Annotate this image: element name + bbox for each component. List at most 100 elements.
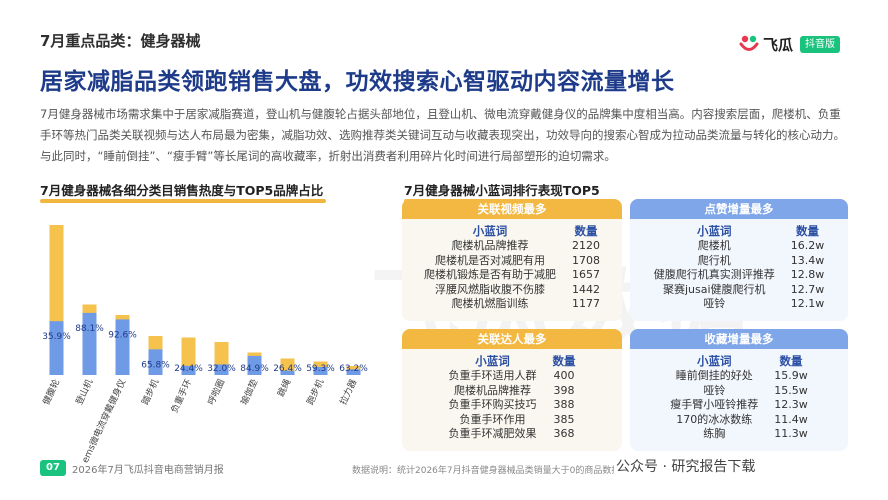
share-data-label: 65.8% xyxy=(141,360,170,370)
count-cell: 400 xyxy=(545,369,584,384)
count-cell: 15.5w xyxy=(766,384,816,399)
panel-header: 关联视频最多 xyxy=(402,199,622,219)
page-number: 07 xyxy=(40,460,66,476)
panel-related-videos: 关联视频最多 小蓝词 数量 爬楼机品牌推荐 2120 爬楼机是否对减肥有用 1708… xyxy=(402,199,622,321)
keyword-cell: 睡前倒挂的好处 xyxy=(662,369,766,384)
top5-share-bar xyxy=(50,321,64,375)
count-cell: 12.1w xyxy=(783,297,833,312)
keyword-cell: 爬楼机品牌推荐 xyxy=(416,239,564,254)
category-tick-label: 呼啦圈 xyxy=(205,377,227,407)
table-row: 瘦手臂小哑铃推荐 12.3w xyxy=(662,398,816,413)
count-cell: 1708 xyxy=(564,254,608,269)
table-row: 爬楼机燃脂训练 1177 xyxy=(416,297,608,312)
category-tick-label: 负重手环 xyxy=(168,377,194,415)
keyword-cell: 健腹爬行机真实测评推荐 xyxy=(646,268,783,283)
count-cell: 385 xyxy=(545,413,584,428)
table-row: 健腹爬行机真实测评推荐 12.8w xyxy=(646,268,833,283)
sales-heat-bar-chart: 35.9%健腹轮88.1%登山机92.6%ems微电流穿戴健身仪65.8%踏步机… xyxy=(30,215,376,450)
source-credit: 公众号 · 研究报告下载 xyxy=(616,456,755,476)
panel-header: 收藏增量最多 xyxy=(630,329,848,349)
share-data-label: 35.9% xyxy=(42,332,71,342)
col-count: 数量 xyxy=(564,223,608,239)
report-name: 2026年7月飞瓜抖音电商营销月报 xyxy=(72,461,224,476)
count-cell: 388 xyxy=(545,398,584,413)
table-row: 爬行机 13.4w xyxy=(646,254,833,269)
summary-paragraph: 7月健身器械市场需求集中于居家减脂赛道，登山机与健腹轮占据头部地位，且登山机、微… xyxy=(40,104,852,167)
table-row: 爬楼机是否对减肥有用 1708 xyxy=(416,254,608,269)
count-cell: 1442 xyxy=(564,283,608,298)
count-cell: 12.8w xyxy=(783,268,833,283)
table-row: 负重手环适用人群 400 xyxy=(441,369,584,384)
count-cell: 2120 xyxy=(564,239,608,254)
count-cell: 11.4w xyxy=(766,413,816,428)
count-cell: 11.3w xyxy=(766,427,816,442)
keyword-cell: 爬行机 xyxy=(646,254,783,269)
table-row: 爬楼机 16.2w xyxy=(646,239,833,254)
share-data-label: 84.9% xyxy=(240,364,269,374)
table-row: 爬楼机锻炼是否有助于减肥 1657 xyxy=(416,268,608,283)
keyword-cell: 浮腰风燃脂收腹不伤膝 xyxy=(416,283,564,298)
keyword-cell: 170的冰冰数练 xyxy=(662,413,766,428)
count-cell: 15.9w xyxy=(766,369,816,384)
share-data-label: 32.0% xyxy=(207,364,236,374)
category-tick-label: 健腹轮 xyxy=(40,377,62,407)
data-note: 数据说明：统计2026年7月抖音健身器械品类销量大于0的商品数据，统计周期202… xyxy=(352,463,614,476)
keyword-cell: 爬楼机是否对减肥有用 xyxy=(416,254,564,269)
count-cell: 398 xyxy=(545,384,584,399)
share-data-label: 24.4% xyxy=(174,364,203,374)
count-cell: 12.7w xyxy=(783,283,833,298)
keyword-cell: 瘦手臂小哑铃推荐 xyxy=(662,398,766,413)
keywords-section-title: 7月健身器械小蓝词排行表现TOP5 xyxy=(404,180,600,199)
keyword-cell: 负重手环购买技巧 xyxy=(441,398,545,413)
table-row: 浮腰风燃脂收腹不伤膝 1442 xyxy=(416,283,608,298)
brand-chip: 抖音版 xyxy=(800,36,840,53)
category-tick-label: 瑜伽垫 xyxy=(238,377,260,407)
keyword-cell: 负重手环作用 xyxy=(441,413,545,428)
table-row: 负重手环作用 385 xyxy=(441,413,584,428)
keyword-cell: 爬楼机品牌推荐 xyxy=(441,384,545,399)
panel-header: 点赞增量最多 xyxy=(630,199,848,219)
panel-header: 关联达人最多 xyxy=(402,329,622,349)
panel-likes-growth: 点赞增量最多 小蓝词 数量 爬楼机 16.2w 爬行机 13.4w 健腹爬行机真实测… xyxy=(630,199,848,321)
keyword-cell: 负重手环适用人群 xyxy=(441,369,545,384)
count-cell: 368 xyxy=(545,427,584,442)
category-tick-label: 登山机 xyxy=(73,377,95,407)
col-keyword: 小蓝词 xyxy=(646,223,783,239)
keyword-table: 小蓝词 数量 爬楼机品牌推荐 2120 爬楼机是否对减肥有用 1708 爬楼机锻炼是… xyxy=(416,223,608,312)
feigua-logo-icon xyxy=(738,33,760,55)
count-cell: 1657 xyxy=(564,268,608,283)
keyword-cell: 练胸 xyxy=(662,427,766,442)
table-row: 聚赛jusai健腹爬行机 12.7w xyxy=(646,283,833,298)
count-cell: 13.4w xyxy=(783,254,833,269)
count-cell: 16.2w xyxy=(783,239,833,254)
chart-title: 7月健身器械各细分类目销售热度与TOP5品牌占比 xyxy=(40,180,323,199)
category-tick-label: 踏步机 xyxy=(139,377,161,407)
share-data-label: 63.2% xyxy=(339,364,368,374)
share-data-label: 92.6% xyxy=(108,330,137,340)
top5-share-bar xyxy=(83,313,97,375)
share-data-label: 59.3% xyxy=(306,364,335,374)
page-headline: 居家减脂品类领跑销售大盘，功效搜索心智驱动内容流量增长 xyxy=(40,62,675,96)
count-cell: 1177 xyxy=(564,297,608,312)
category-tick-label: 跳绳 xyxy=(275,377,293,398)
count-cell: 12.3w xyxy=(766,398,816,413)
table-row: 哑铃 12.1w xyxy=(646,297,833,312)
keyword-table: 小蓝词 数量 爬楼机 16.2w 爬行机 13.4w 健腹爬行机真实测评推荐 12.8… xyxy=(646,223,833,312)
table-row: 爬楼机品牌推荐 398 xyxy=(441,384,584,399)
section-tag: 7月重点品类：健身器械 xyxy=(40,30,200,51)
table-row: 睡前倒挂的好处 15.9w xyxy=(662,369,816,384)
brand-logo: 飞瓜 抖音版 xyxy=(738,33,848,55)
category-tick-label: 拉力器 xyxy=(337,377,359,407)
panel-related-creators: 关联达人最多 小蓝词 数量 负重手环适用人群 400 爬楼机品牌推荐 398 负重手… xyxy=(402,329,622,451)
table-row: 170的冰冰数练 11.4w xyxy=(662,413,816,428)
col-keyword: 小蓝词 xyxy=(662,353,766,369)
keyword-cell: 爬楼机 xyxy=(646,239,783,254)
keyword-table: 小蓝词 数量 负重手环适用人群 400 爬楼机品牌推荐 398 负重手环购买技巧 38… xyxy=(441,353,584,442)
keyword-table: 小蓝词 数量 睡前倒挂的好处 15.9w 哑铃 15.5w 瘦手臂小哑铃推荐 12.3… xyxy=(662,353,816,442)
keyword-cell: 负重手环减肥效果 xyxy=(441,427,545,442)
col-count: 数量 xyxy=(783,223,833,239)
table-row: 爬楼机品牌推荐 2120 xyxy=(416,239,608,254)
table-row: 练胸 11.3w xyxy=(662,427,816,442)
table-row: 负重手环减肥效果 368 xyxy=(441,427,584,442)
chart-title-underline xyxy=(40,199,326,203)
